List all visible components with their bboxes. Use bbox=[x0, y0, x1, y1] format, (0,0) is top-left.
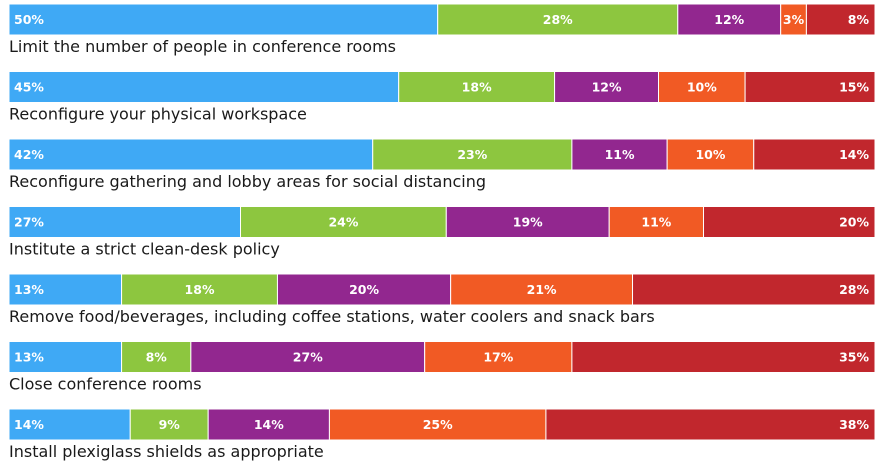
bar-segment bbox=[703, 206, 876, 238]
bar-segment bbox=[632, 273, 876, 306]
bar-segment bbox=[780, 3, 807, 36]
bar-segment bbox=[8, 273, 123, 306]
bar-segment bbox=[276, 273, 452, 306]
category-label: Reconfigure your physical workspace bbox=[9, 105, 307, 124]
bar-segment bbox=[677, 3, 782, 36]
bar-value-label: 18% bbox=[462, 80, 492, 95]
bar-value-label: 8% bbox=[146, 350, 168, 365]
bar-segment bbox=[129, 408, 209, 441]
bar-segment bbox=[450, 273, 634, 306]
bar-value-label: 20% bbox=[349, 282, 379, 297]
bar-row: 14% 9% 14% 25% 38% Install plexiglass shields… bbox=[8, 408, 876, 461]
bar-value-label: 28% bbox=[543, 12, 573, 27]
bar-segment bbox=[658, 71, 746, 103]
bar-value-label: 12% bbox=[592, 80, 622, 95]
bar-segment bbox=[8, 408, 131, 441]
bar-segment bbox=[207, 408, 330, 441]
bar-segment bbox=[571, 341, 876, 373]
bar-segment bbox=[8, 3, 439, 36]
bar-value-label: 14% bbox=[14, 417, 44, 432]
bar-segment bbox=[240, 206, 447, 238]
bar-value-label: 14% bbox=[254, 417, 284, 432]
bar-value-label: 25% bbox=[423, 417, 453, 432]
bar-value-label: 13% bbox=[14, 282, 44, 297]
bar-value-label: 11% bbox=[605, 147, 635, 162]
bar-value-label: 27% bbox=[14, 215, 44, 230]
bar-value-label: 11% bbox=[641, 215, 671, 230]
bar-value-label: 10% bbox=[695, 147, 725, 162]
bar-value-label: 18% bbox=[185, 282, 215, 297]
bar-row: 27% 24% 19% 11% 20% Institute a strict clean-… bbox=[8, 206, 876, 259]
bar-value-label: 12% bbox=[714, 12, 744, 27]
bar-segment bbox=[608, 206, 705, 238]
bar-value-label: 42% bbox=[14, 147, 44, 162]
bar-row: 42% 23% 11% 10% 14% Reconfigure gathering and… bbox=[8, 138, 876, 191]
bar-row: 45% 18% 12% 10% 15% Reconfigure your physical… bbox=[8, 71, 876, 124]
category-label: Reconfigure gathering and lobby areas fo… bbox=[9, 172, 486, 191]
bar-value-label: 17% bbox=[483, 350, 513, 365]
bar-segment bbox=[437, 3, 679, 36]
bar-segment bbox=[398, 71, 556, 103]
bar-value-label: 9% bbox=[159, 417, 181, 432]
bar-segment bbox=[545, 408, 876, 441]
bar-segment bbox=[554, 71, 660, 103]
category-label: Remove food/beverages, including coffee … bbox=[9, 307, 655, 326]
bar-value-label: 15% bbox=[839, 80, 869, 95]
bar-value-label: 21% bbox=[527, 282, 557, 297]
bar-segment bbox=[744, 71, 876, 103]
bar-segment bbox=[8, 138, 374, 171]
bar-segment bbox=[805, 3, 876, 36]
bar-value-label: 45% bbox=[14, 80, 44, 95]
bar-segment bbox=[190, 341, 426, 373]
category-label: Install plexiglass shields as appropriat… bbox=[9, 442, 324, 461]
bar-segment bbox=[8, 341, 123, 373]
bar-value-label: 38% bbox=[839, 417, 869, 432]
category-label: Close conference rooms bbox=[9, 375, 202, 394]
category-label: Institute a strict clean-desk policy bbox=[9, 240, 280, 259]
bar-value-label: 27% bbox=[293, 350, 323, 365]
bar-segment bbox=[8, 71, 400, 103]
bar-value-label: 10% bbox=[687, 80, 717, 95]
bar-value-label: 50% bbox=[14, 12, 44, 27]
bar-value-label: 13% bbox=[14, 350, 44, 365]
bar-segment bbox=[8, 206, 241, 238]
bar-row: 13% 18% 20% 21% 28% Remove food/beverages, in… bbox=[8, 273, 876, 326]
bar-value-label: 24% bbox=[328, 215, 358, 230]
bar-value-label: 14% bbox=[839, 147, 869, 162]
category-label: Limit the number of people in conference… bbox=[9, 37, 396, 56]
bar-row: 50% 28% 12% 3% 8% Limit the number of people … bbox=[8, 3, 876, 56]
bar-value-label: 20% bbox=[839, 215, 869, 230]
bar-segment bbox=[372, 138, 573, 171]
bar-segment bbox=[571, 138, 668, 171]
bar-value-label: 3% bbox=[783, 12, 805, 27]
bar-value-label: 28% bbox=[839, 282, 869, 297]
bar-value-label: 19% bbox=[513, 215, 543, 230]
bar-segment bbox=[753, 138, 876, 171]
bar-segment bbox=[121, 273, 278, 306]
bar-value-label: 35% bbox=[839, 350, 869, 365]
bar-row: 13% 8% 27% 17% 35% Close conference rooms bbox=[8, 341, 876, 394]
bar-value-label: 23% bbox=[457, 147, 487, 162]
bar-value-label: 8% bbox=[848, 12, 870, 27]
